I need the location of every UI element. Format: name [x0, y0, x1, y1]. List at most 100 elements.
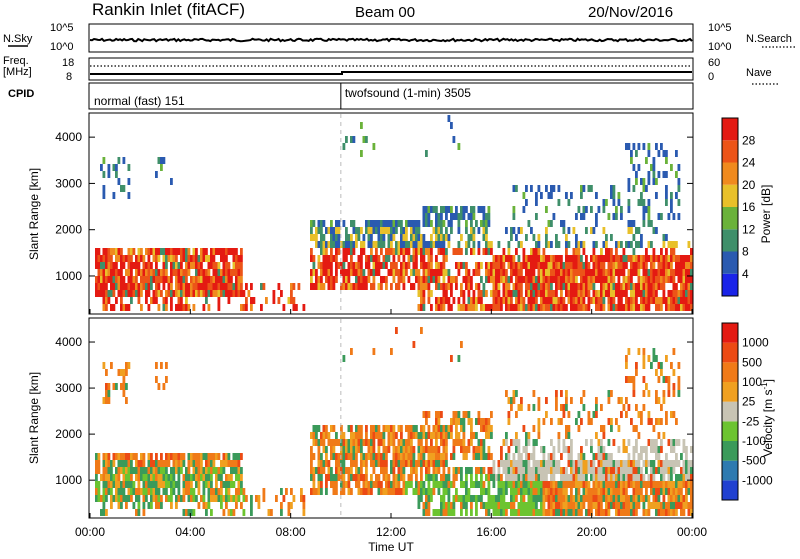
- scatter-cell: [387, 488, 391, 495]
- scatter-cell: [330, 481, 333, 488]
- scatter-cell: [645, 297, 648, 304]
- scatter-cell: [662, 460, 666, 467]
- scatter-cell: [367, 446, 371, 453]
- scatter-cell: [580, 213, 583, 220]
- scatter-cell: [467, 488, 471, 495]
- scatter-cell: [405, 453, 408, 460]
- scatter-cell: [590, 460, 593, 467]
- scatter-cell: [575, 488, 578, 495]
- scatter-cell: [335, 234, 338, 241]
- scatter-cell: [652, 348, 656, 355]
- scatter-cell: [495, 304, 498, 311]
- scatter-cell: [645, 262, 648, 269]
- scatter-cell: [617, 467, 621, 474]
- scatter-cell: [527, 276, 531, 283]
- scatter-cell: [317, 474, 321, 481]
- scatter-cell: [500, 276, 503, 283]
- scatter-cell: [490, 453, 493, 460]
- scatter-cell: [132, 283, 136, 290]
- scatter-cell: [415, 425, 418, 432]
- scatter-cell: [212, 276, 216, 283]
- scatter-cell: [377, 439, 381, 446]
- scatter-cell: [360, 432, 363, 439]
- scatter-cell: [602, 262, 606, 269]
- scatter-cell: [680, 502, 683, 509]
- scatter-cell: [672, 241, 676, 248]
- scatter-cell: [425, 474, 428, 481]
- scatter-cell: [355, 474, 358, 481]
- scatter-cell: [602, 453, 606, 460]
- scatter-cell: [397, 241, 401, 248]
- scatter-cell: [237, 262, 241, 269]
- scatter-cell: [620, 213, 623, 220]
- scatter-cell: [592, 453, 596, 460]
- scatter-cell: [637, 488, 641, 495]
- scatter-cell: [177, 283, 181, 290]
- scatter-cell: [425, 220, 428, 227]
- scatter-cell: [635, 460, 638, 467]
- scatter-cell: [375, 262, 378, 269]
- scatter-cell: [610, 255, 613, 262]
- scatter-cell: [585, 488, 588, 495]
- scatter-cell: [197, 481, 201, 488]
- scatter-cell: [637, 164, 641, 171]
- scatter-cell: [410, 446, 413, 453]
- scatter-cell: [210, 290, 213, 297]
- colorbar-tick-label: -1000: [742, 473, 773, 487]
- scatter-cell: [667, 474, 671, 481]
- scatter-cell: [540, 467, 543, 474]
- scatter-cell: [665, 157, 668, 164]
- scatter-cell: [562, 481, 566, 488]
- scatter-cell: [150, 276, 153, 283]
- scatter-cell: [452, 481, 456, 488]
- scatter-cell: [672, 411, 676, 418]
- scatter-cell: [590, 502, 593, 509]
- y-tick-label: 4000: [55, 335, 82, 349]
- scatter-cell: [440, 432, 443, 439]
- scatter-cell: [310, 467, 313, 474]
- scatter-cell: [97, 269, 101, 276]
- scatter-cell: [347, 241, 351, 248]
- scatter-cell: [352, 432, 356, 439]
- scatter-cell: [167, 290, 171, 297]
- scatter-cell: [520, 509, 523, 516]
- scatter-cell: [597, 460, 601, 467]
- scatter-cell: [452, 418, 456, 425]
- scatter-cell: [387, 220, 391, 227]
- scatter-cell: [120, 248, 123, 255]
- scatter-cell: [377, 255, 381, 262]
- scatter-cell: [525, 255, 528, 262]
- scatter-cell: [517, 460, 521, 467]
- scatter-cell: [292, 283, 296, 290]
- scatter-cell: [192, 283, 196, 290]
- scatter-cell: [350, 255, 353, 262]
- scatter-cell: [425, 509, 428, 516]
- scatter-cell: [175, 502, 178, 509]
- scatter-cell: [285, 488, 288, 495]
- scatter-cell: [675, 269, 678, 276]
- scatter-cell: [655, 509, 658, 516]
- scatter-cell: [547, 276, 551, 283]
- scatter-cell: [632, 509, 636, 516]
- scatter-cell: [322, 432, 326, 439]
- scatter-cell: [452, 276, 456, 283]
- scatter-cell: [105, 390, 108, 397]
- scatter-cell: [192, 488, 196, 495]
- scatter-cell: [102, 283, 106, 290]
- scatter-cell: [120, 488, 123, 495]
- scatter-cell: [225, 262, 228, 269]
- scatter-cell: [520, 481, 523, 488]
- scatter-cell: [122, 283, 126, 290]
- scatter-cell: [415, 234, 418, 241]
- scatter-cell: [607, 453, 611, 460]
- scatter-cell: [462, 213, 466, 220]
- scatter-cell: [477, 297, 481, 304]
- scatter-cell: [562, 262, 566, 269]
- scatter-cell: [632, 304, 636, 311]
- scatter-cell: [610, 234, 613, 241]
- scatter-cell: [227, 460, 231, 467]
- scatter-cell: [357, 481, 361, 488]
- scatter-cell: [497, 474, 501, 481]
- freq-label-2: [MHz]: [3, 66, 32, 78]
- scatter-cell: [675, 495, 678, 502]
